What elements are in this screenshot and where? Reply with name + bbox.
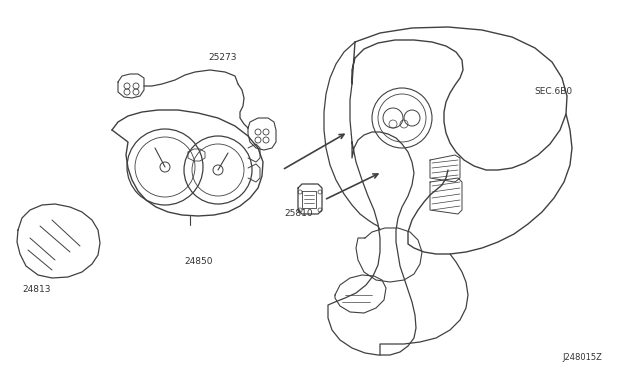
Text: J248015Z: J248015Z [562, 353, 602, 362]
Text: 25273: 25273 [208, 52, 237, 61]
Text: SEC.6B0: SEC.6B0 [534, 87, 572, 96]
Text: 25810: 25810 [284, 208, 312, 218]
Text: 24813: 24813 [22, 285, 51, 295]
Text: 24850: 24850 [184, 257, 212, 266]
